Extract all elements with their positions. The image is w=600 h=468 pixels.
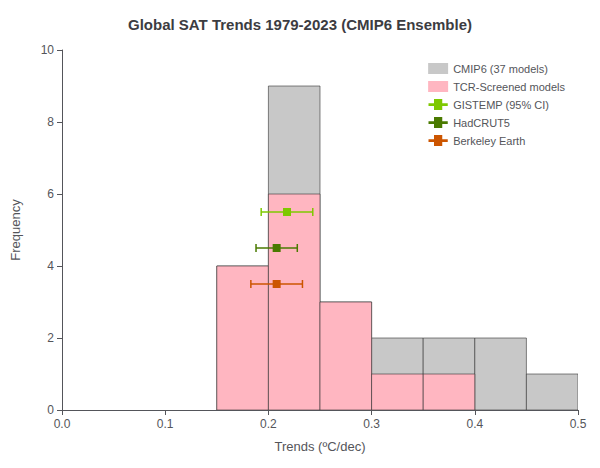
svg-text:Trends (ºC/dec): Trends (ºC/dec): [275, 439, 366, 454]
svg-text:0.1: 0.1: [157, 417, 174, 431]
svg-text:Global SAT Trends 1979-2023 (C: Global SAT Trends 1979-2023 (CMIP6 Ensem…: [128, 16, 472, 33]
svg-text:0.0: 0.0: [54, 417, 71, 431]
svg-text:0.5: 0.5: [570, 417, 587, 431]
svg-text:0: 0: [47, 403, 54, 417]
svg-text:TCR-Screened models: TCR-Screened models: [453, 81, 565, 93]
svg-text:10: 10: [41, 43, 55, 57]
svg-text:4: 4: [47, 259, 54, 273]
svg-text:8: 8: [47, 115, 54, 129]
svg-text:6: 6: [47, 187, 54, 201]
svg-text:0.2: 0.2: [260, 417, 277, 431]
svg-text:2: 2: [47, 331, 54, 345]
svg-text:GISTEMP (95% CI): GISTEMP (95% CI): [453, 99, 549, 111]
svg-text:CMIP6 (37 models): CMIP6 (37 models): [453, 63, 548, 75]
svg-text:Frequency: Frequency: [8, 199, 23, 261]
svg-text:0.4: 0.4: [466, 417, 483, 431]
svg-text:0.3: 0.3: [363, 417, 380, 431]
svg-text:Berkeley Earth: Berkeley Earth: [453, 135, 525, 147]
svg-text:HadCRUT5: HadCRUT5: [453, 117, 510, 129]
